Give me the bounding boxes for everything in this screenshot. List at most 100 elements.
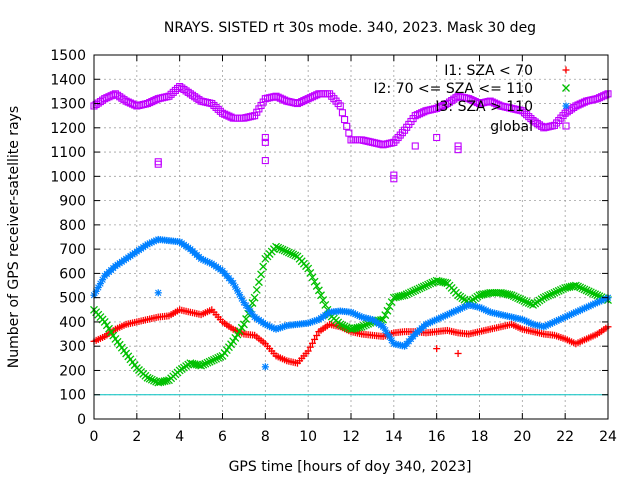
- point-i2-70-sza-110-d2: [434, 277, 443, 286]
- point-global: [212, 103, 220, 111]
- point-i2-70-sza-110-d2: [186, 359, 195, 368]
- point-i2-70-sza-110: [252, 285, 261, 294]
- point-i3-sza-110-d2: [382, 326, 389, 334]
- point-i2-70-sza-110: [287, 249, 295, 258]
- point-i2-70-sza-110: [338, 321, 347, 330]
- point-i2-70-sza-110-d2: [287, 249, 295, 258]
- point-i2-70-sza-110: [516, 295, 525, 304]
- x-tick-label: 12: [342, 429, 360, 445]
- legend-marker-d2: [562, 102, 570, 110]
- point-i2-70-sza-110-d2: [589, 289, 597, 298]
- point-global: [398, 129, 406, 137]
- point-i2-70-sza-110: [317, 291, 325, 300]
- point-i2-70-sza-110-d2: [357, 322, 366, 331]
- y-tick-label: 500: [59, 291, 86, 307]
- outlier-global: [454, 142, 462, 150]
- point-i2-70-sza-110: [548, 289, 557, 298]
- point-global: [332, 97, 340, 105]
- y-tick-label: 1100: [50, 145, 86, 161]
- legend-marker: [562, 102, 570, 110]
- point-i2-70-sza-110: [550, 288, 559, 297]
- point-i2-70-sza-110-d2: [308, 273, 317, 282]
- point-i2-70-sza-110: [413, 285, 422, 294]
- point-i2-70-sza-110: [201, 359, 210, 368]
- point-i2-70-sza-110-d2: [402, 290, 411, 299]
- outlier-i1-sza-70: [454, 349, 462, 357]
- point-i2-70-sza-110: [282, 247, 291, 256]
- point-i2-70-sza-110-d2: [522, 298, 531, 306]
- x-tick-label: 22: [556, 429, 574, 445]
- point-i2-70-sza-110: [314, 286, 323, 295]
- point-i2-70-sza-110-d2: [359, 321, 368, 330]
- point-i2-70-sza-110: [593, 291, 602, 300]
- x-tick-label: 16: [428, 429, 446, 445]
- series-i3-sza-110: [90, 235, 612, 371]
- point-i2-70-sza-110: [552, 287, 561, 296]
- point-i2-70-sza-110: [248, 299, 257, 307]
- series-global: [90, 82, 612, 183]
- point-i2-70-sza-110-d2: [559, 284, 567, 293]
- point-i2-70-sza-110: [546, 290, 555, 299]
- point-i2-70-sza-110: [197, 361, 206, 370]
- point-i2-70-sza-110-d2: [278, 245, 287, 254]
- point-i2-70-sza-110-d2: [259, 262, 268, 271]
- point-i2-70-sza-110: [239, 320, 248, 329]
- x-tick-label: 24: [599, 429, 617, 445]
- point-global: [553, 119, 561, 127]
- point-global: [208, 99, 216, 108]
- point-i2-70-sza-110-d2: [426, 279, 435, 288]
- point-i2-70-sza-110-d2: [317, 291, 325, 300]
- point-i2-70-sza-110: [404, 289, 413, 298]
- point-i2-70-sza-110-d2: [398, 291, 407, 300]
- point-i3-sza-110-d2: [384, 330, 391, 337]
- point-i2-70-sza-110: [145, 374, 154, 383]
- point-i2-70-sza-110-d2: [254, 278, 263, 287]
- outlier-global: [454, 146, 462, 154]
- point-global: [347, 136, 355, 144]
- point-i2-70-sza-110: [205, 357, 214, 366]
- point-i2-70-sza-110-d2: [147, 375, 156, 384]
- point-i2-70-sza-110-d2: [501, 289, 510, 298]
- point-i2-70-sza-110: [520, 297, 529, 306]
- point-i2-70-sza-110-d2: [383, 306, 392, 315]
- point-i1-sza-70: [313, 332, 321, 340]
- point-i2-70-sza-110: [362, 320, 370, 329]
- point-i2-70-sza-110-d2: [400, 291, 409, 300]
- x-tick-label: 2: [132, 429, 141, 445]
- point-i2-70-sza-110: [357, 322, 366, 331]
- point-global: [602, 91, 610, 99]
- point-i2-70-sza-110-d2: [107, 328, 116, 337]
- point-i2-70-sza-110-d2: [432, 276, 441, 285]
- point-i2-70-sza-110-d2: [257, 270, 266, 279]
- x-tick-label: 4: [175, 429, 184, 445]
- point-i2-70-sza-110: [411, 286, 420, 295]
- point-i2-70-sza-110-d2: [207, 356, 216, 365]
- point-i2-70-sza-110-d2: [209, 355, 218, 364]
- point-i3-sza-110-d2: [236, 291, 243, 298]
- y-tick-label: 1000: [50, 169, 86, 185]
- point-i2-70-sza-110-d2: [571, 281, 580, 290]
- x-tick-label: 14: [385, 429, 403, 445]
- point-i2-70-sza-110-d2: [355, 323, 364, 332]
- point-i2-70-sza-110-d2: [201, 359, 210, 368]
- point-global: [165, 92, 173, 100]
- point-i2-70-sza-110-d2: [304, 264, 313, 273]
- point-i2-70-sza-110: [541, 292, 550, 301]
- point-i2-70-sza-110: [409, 287, 418, 296]
- outlier-i3-sza-110: [154, 289, 162, 297]
- point-i2-70-sza-110: [340, 322, 349, 331]
- point-i2-70-sza-110-d2: [550, 288, 559, 297]
- point-i2-70-sza-110-d2: [584, 287, 593, 296]
- point-i2-70-sza-110-d2: [203, 358, 212, 367]
- y-tick-label: 1200: [50, 121, 86, 137]
- point-i2-70-sza-110: [306, 268, 315, 277]
- point-global: [441, 100, 449, 109]
- point-global: [525, 113, 533, 121]
- point-i2-70-sza-110: [203, 358, 212, 367]
- point-i2-70-sza-110: [199, 360, 208, 369]
- legend-marker: [562, 84, 570, 92]
- point-i2-70-sza-110: [319, 296, 328, 305]
- point-i2-70-sza-110: [417, 283, 426, 292]
- point-i2-70-sza-110-d2: [205, 357, 214, 366]
